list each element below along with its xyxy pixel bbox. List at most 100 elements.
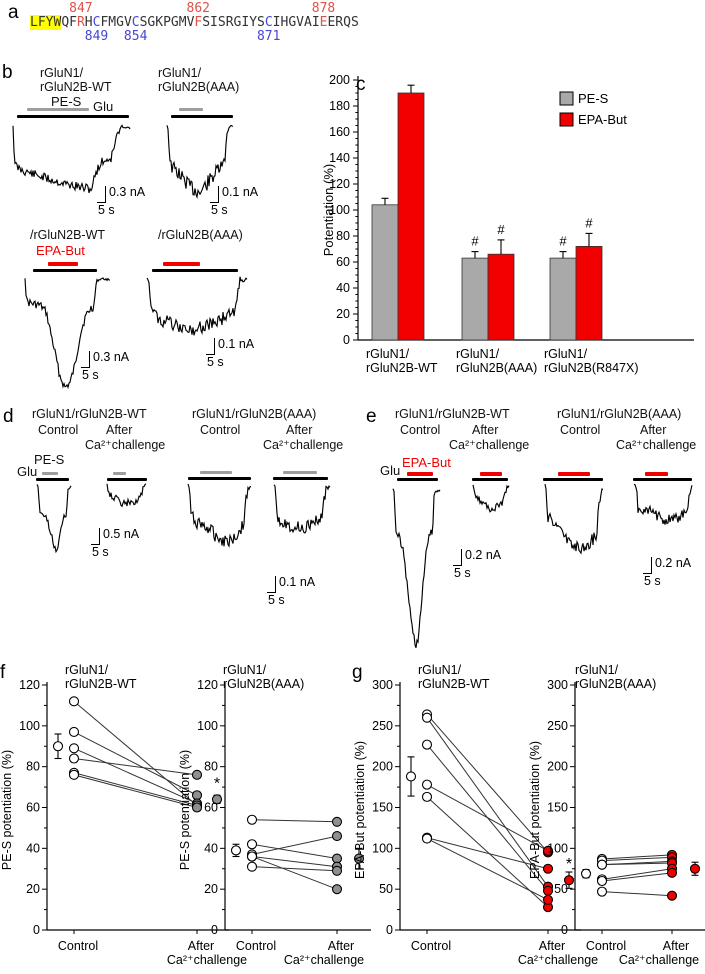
category-label: rGluN1/ xyxy=(544,347,588,361)
drug-application-bar xyxy=(558,472,590,476)
data-point-after xyxy=(331,861,343,872)
residue: K xyxy=(155,15,164,30)
scale-time: 5 s xyxy=(98,203,115,217)
sig-star: * xyxy=(566,856,572,873)
mean-point xyxy=(580,868,592,879)
pair-line xyxy=(426,796,549,908)
tick-label: 100 xyxy=(372,841,393,855)
tick-label: 120 xyxy=(19,678,40,692)
drug-application-bar xyxy=(480,472,502,476)
data-point-control xyxy=(246,861,258,872)
column-header: Ca²⁺challenge xyxy=(263,438,344,452)
y-axis-label: PE-S potentiation (%) xyxy=(178,750,192,870)
sig-hash: # xyxy=(497,222,505,237)
x-tick-label: Ca²⁺challenge xyxy=(619,953,699,967)
scale-bar-mark xyxy=(81,351,90,368)
residue: Q xyxy=(343,15,351,30)
trace-title: rGluN2B-WT xyxy=(40,80,112,94)
trace-title: rGluN1/ xyxy=(158,66,202,80)
data-point-after xyxy=(542,902,554,913)
scale-current: 0.2 nA xyxy=(465,548,502,562)
pair-line xyxy=(426,838,549,901)
pair-line xyxy=(251,835,338,855)
panel-c-label: c xyxy=(356,74,366,95)
trace-line xyxy=(24,277,111,390)
residue: G xyxy=(170,15,179,30)
column-header: After xyxy=(106,423,133,437)
column-header: Control xyxy=(200,423,241,437)
sig-star: * xyxy=(214,775,220,792)
x-tick-label: Ca²⁺challenge xyxy=(518,953,598,967)
tick-label: 80 xyxy=(26,760,40,774)
column-header: After xyxy=(472,423,499,437)
bar-EPA-But xyxy=(397,92,425,341)
data-point-after xyxy=(666,863,678,874)
trace-line xyxy=(12,124,131,194)
current-trace xyxy=(633,483,693,525)
residue: H xyxy=(280,15,289,30)
sequence-numbers-below: 849 854 871 xyxy=(30,30,359,44)
agonist-application-bar xyxy=(633,478,692,481)
data-point-control xyxy=(596,855,608,866)
tick-label: 200 xyxy=(329,73,350,87)
agonist-application-bar xyxy=(188,477,251,480)
column-header: Control xyxy=(560,423,601,437)
residue: F xyxy=(194,15,203,30)
tick-label: 0 xyxy=(561,923,568,937)
residue-number: 878 xyxy=(311,1,336,16)
plot-title: rGluN2B(AAA) xyxy=(575,677,656,691)
scale-current: 0.1 nA xyxy=(279,575,316,589)
scale-bar-mark xyxy=(97,186,106,203)
data-point-after xyxy=(331,865,343,876)
residue-number: 871 xyxy=(256,29,281,44)
mean-point xyxy=(689,863,701,874)
scale-current: 0.2 nA xyxy=(655,556,692,570)
tick-label: 180 xyxy=(329,99,350,113)
residue: I xyxy=(210,15,218,30)
plot-title: rGluN2B-WT xyxy=(418,677,490,691)
data-point-after xyxy=(666,890,678,901)
sig-hash: # xyxy=(559,234,567,249)
data-point-control xyxy=(246,839,258,850)
residue: I xyxy=(311,15,320,30)
data-point-control xyxy=(68,769,80,780)
panel-g-label: g xyxy=(352,662,363,683)
x-tick-label: Ca²⁺challenge xyxy=(284,953,364,967)
sequence-numbers-above: 847 862 878 xyxy=(30,2,359,16)
residue: R xyxy=(335,15,344,30)
scale-bar-mark xyxy=(210,186,219,203)
legend-swatch xyxy=(559,91,574,106)
current-trace xyxy=(36,484,72,554)
scale-bar-mark xyxy=(267,576,276,593)
data-point-after xyxy=(191,800,203,811)
tick-label: 40 xyxy=(204,841,218,855)
bar-EPA-But xyxy=(487,253,515,341)
drug-application-bar xyxy=(179,108,203,111)
data-point-control xyxy=(421,739,433,750)
plot-title: rGluN1/ xyxy=(575,663,619,677)
pair-line xyxy=(73,774,198,808)
residue: S xyxy=(350,15,359,30)
tick-label: 100 xyxy=(329,203,350,217)
scale-current: 0.3 nA xyxy=(109,185,146,199)
data-point-control xyxy=(596,859,608,870)
panel-e-label: e xyxy=(366,406,377,427)
data-point-control xyxy=(596,874,608,885)
category-label: rGluN1/ xyxy=(366,347,410,361)
trace-line xyxy=(633,483,693,525)
column-header: Ca²⁺challenge xyxy=(85,438,166,452)
residue: G xyxy=(147,15,156,30)
residue: M xyxy=(108,15,117,30)
x-tick-label: Ca²⁺challenge xyxy=(167,953,247,967)
panel-b-label: b xyxy=(2,62,13,83)
residue: S xyxy=(139,15,148,30)
agonist-application-bar xyxy=(107,478,147,481)
category-label: rGluN2B-WT xyxy=(366,361,438,375)
legend-label: EPA-But xyxy=(578,112,627,127)
x-tick-label: Control xyxy=(586,939,626,953)
data-point-control xyxy=(246,851,258,862)
tick-label: 60 xyxy=(26,801,40,815)
data-point-after xyxy=(331,884,343,895)
